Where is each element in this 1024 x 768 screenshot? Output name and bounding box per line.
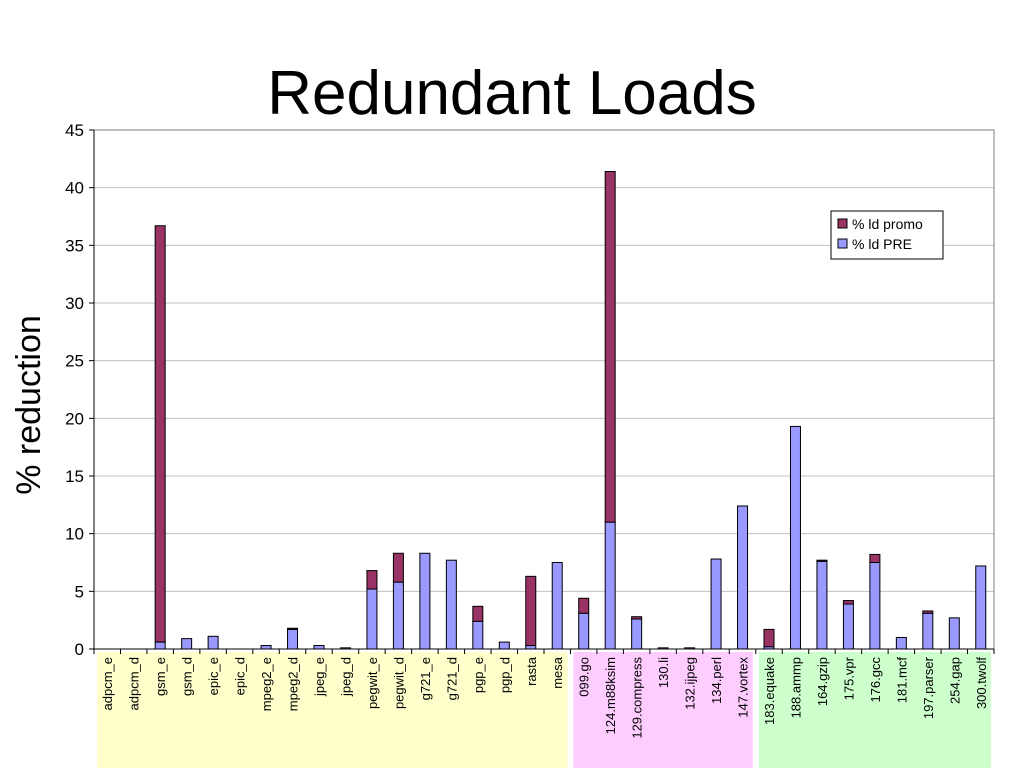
bar-164.gzip-series-2 <box>816 559 828 562</box>
bar-129.compress-series-2 <box>631 616 643 620</box>
y-tick-label: 10 <box>65 525 84 544</box>
bar-mpeg2_e-series-1 <box>260 645 272 650</box>
category-label: adpcm_e <box>100 657 115 710</box>
category-group-2 <box>573 652 753 768</box>
category-label: rasta <box>524 656 539 686</box>
bar-gsm_e-series-2 <box>154 225 166 643</box>
category-label: 183.equake <box>762 657 777 725</box>
category-label: 129.compress <box>630 657 645 739</box>
bar-197.parser-series-2 <box>922 610 934 614</box>
bar-pgp_d-series-1 <box>498 641 510 650</box>
category-label: mpeg2_d <box>286 657 301 711</box>
bar-147.vortex-series-1 <box>737 505 749 650</box>
bar-gsm_d-series-1 <box>181 638 193 650</box>
category-label: epic_e <box>206 657 221 695</box>
bar-124.m88ksim-series-2 <box>604 171 616 523</box>
legend: % ld promo % ld PRE <box>830 210 944 260</box>
bar-pegwit_d-series-1 <box>392 581 404 650</box>
category-label: 300.twolf <box>974 657 989 709</box>
category-label: jpeg_d <box>338 657 353 697</box>
bar-mpeg2_d-series-2 <box>287 627 299 630</box>
category-label: 130.li <box>656 657 671 688</box>
category-label: mpeg2_e <box>259 657 274 711</box>
legend-entry: % ld PRE <box>852 236 912 252</box>
chart-title: Redundant Loads <box>267 59 757 128</box>
y-tick-label: 20 <box>65 409 84 428</box>
bar-rasta-series-2 <box>525 575 537 647</box>
category-label: 197.parser <box>921 656 936 719</box>
bar-134.perl-series-1 <box>710 558 722 650</box>
y-tick-label: 45 <box>65 121 84 140</box>
bar-183.equake-series-2 <box>763 628 775 648</box>
category-label: 188.ammp <box>788 657 803 718</box>
bar-gsm_e-series-1 <box>154 641 166 650</box>
y-tick-label: 35 <box>65 236 84 255</box>
bar-g721_e-series-1 <box>419 552 431 650</box>
category-label: gsm_e <box>153 657 168 696</box>
category-label: epic_d <box>233 657 248 695</box>
category-group-3 <box>758 652 991 768</box>
y-tick-label: 30 <box>65 294 84 313</box>
y-tick-label: 25 <box>65 352 84 371</box>
bar-epic_e-series-1 <box>207 635 219 650</box>
category-label: jpeg_e <box>312 657 327 697</box>
bar-300.twolf-series-1 <box>975 565 987 650</box>
category-label: adpcm_d <box>127 657 142 710</box>
bar-099.go-series-1 <box>578 612 590 650</box>
category-label: g721_d <box>444 657 459 700</box>
bar-pgp_e-series-1 <box>472 620 484 650</box>
plot-area-border <box>93 129 995 650</box>
category-label: 176.gcc <box>868 657 883 703</box>
bar-164.gzip-series-1 <box>816 560 828 650</box>
bar-jpeg_e-series-1 <box>313 645 325 650</box>
bar-176.gcc-series-1 <box>869 562 881 650</box>
bar-g721_d-series-1 <box>445 559 457 650</box>
bar-124.m88ksim-series-1 <box>604 521 616 650</box>
category-label: 254.gap <box>947 657 962 704</box>
bar-pegwit_e-series-1 <box>366 588 378 650</box>
category-label: 132.ijpeg <box>683 657 698 710</box>
y-axis-label: % reduction <box>10 315 48 495</box>
category-label: pegwit_d <box>391 657 406 709</box>
category-label: pegwit_e <box>365 657 380 709</box>
bar-197.parser-series-1 <box>922 612 934 650</box>
bar-pegwit_d-series-2 <box>392 552 404 583</box>
legend-entry: % ld promo <box>852 216 923 232</box>
category-label: pgp_e <box>471 657 486 693</box>
bar-254.gap-series-1 <box>948 617 960 650</box>
category-label: mesa <box>550 656 565 689</box>
bar-175.vpr-series-2 <box>842 600 854 605</box>
category-label: 175.vpr <box>841 656 856 700</box>
category-label: gsm_d <box>180 657 195 696</box>
category-label: 099.go <box>577 657 592 697</box>
y-tick-label: 40 <box>65 179 84 198</box>
category-label: 164.gzip <box>815 657 830 706</box>
bar-181.mcf-series-1 <box>895 636 907 650</box>
legend-box <box>830 210 944 260</box>
category-label: g721_e <box>418 657 433 700</box>
bar-099.go-series-2 <box>578 597 590 614</box>
bar-rasta-series-1 <box>525 645 537 650</box>
category-label: 124.m88ksim <box>603 657 618 734</box>
y-tick-label: 5 <box>75 582 84 601</box>
bar-pegwit_e-series-2 <box>366 570 378 590</box>
category-group-1 <box>97 652 568 768</box>
bar-mpeg2_d-series-1 <box>287 628 299 650</box>
legend-swatch <box>837 238 848 249</box>
bar-mesa-series-1 <box>551 562 563 650</box>
y-tick-label: 15 <box>65 467 84 486</box>
category-label: 181.mcf <box>894 657 909 704</box>
bar-175.vpr-series-1 <box>842 603 854 650</box>
bar-176.gcc-series-2 <box>869 553 881 564</box>
bar-pgp_e-series-2 <box>472 605 484 622</box>
legend-swatch <box>837 218 848 229</box>
category-label: 147.vortex <box>736 657 751 718</box>
bar-188.ammp-series-1 <box>789 425 801 650</box>
y-tick-label: 0 <box>75 640 84 659</box>
bar-129.compress-series-1 <box>631 618 643 650</box>
category-label: pgp_d <box>497 657 512 693</box>
category-label: 134.perl <box>709 657 724 704</box>
